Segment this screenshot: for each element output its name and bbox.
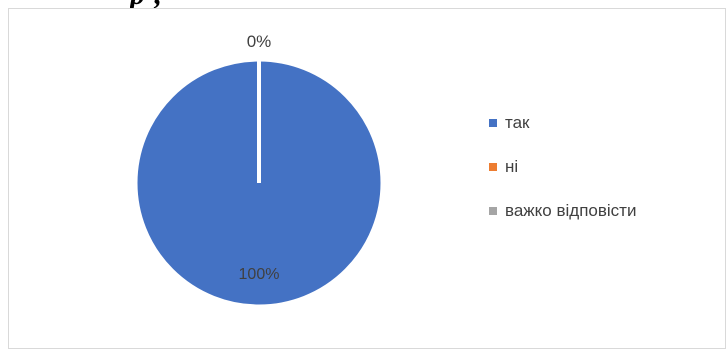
legend: так ні важко відповісти	[489, 112, 636, 244]
legend-label-1: так	[505, 113, 530, 132]
data-label-1: 100%	[239, 266, 280, 283]
legend-swatch-1	[489, 119, 497, 127]
legend-label-2: ні	[505, 157, 519, 176]
chart-area	[8, 8, 726, 349]
legend-swatch-2	[489, 163, 497, 171]
legend-item-3: важко відповісти	[489, 200, 636, 222]
legend-swatch-3	[489, 207, 497, 215]
legend-label-3: важко відповісти	[505, 201, 637, 220]
data-label-2: 0%	[247, 32, 272, 51]
legend-item-1: так	[489, 112, 636, 134]
legend-item-2: ні	[489, 156, 636, 178]
clipped-heading-text: р ,	[130, 0, 650, 8]
